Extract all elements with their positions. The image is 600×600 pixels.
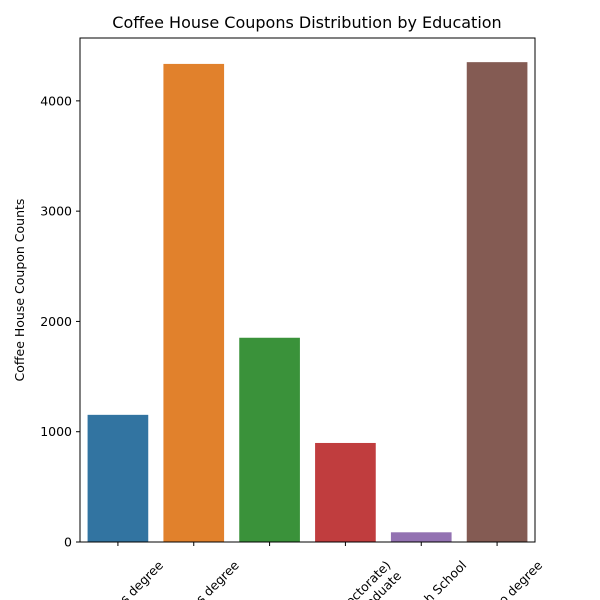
x-tick-label-3: octorate)Graduate [341, 557, 404, 600]
bar-1 [163, 63, 225, 543]
x-tick-label-5: o degree [495, 557, 545, 600]
y-axis-label: Coffee House Coupon Counts [12, 199, 27, 382]
bar-0 [87, 414, 149, 542]
bars-layer [87, 62, 528, 543]
y-tick-label-4: 4000 [40, 93, 72, 108]
y-axis: 0 1000 2000 3000 4000 [40, 93, 80, 550]
plot-frame [79, 37, 536, 543]
x-axis: s degree s degree octorate)Graduate h Schoo… [117, 542, 545, 600]
bar-2 [239, 337, 300, 542]
bar-4 [390, 532, 452, 542]
y-tick-label-1: 1000 [40, 424, 72, 439]
x-tick-label-0: s degree [117, 557, 166, 600]
chart-title: Coffee House Coupons Distribution by Edu… [112, 13, 501, 32]
x-tick-label-4: h School [421, 558, 469, 600]
bar-3 [315, 442, 376, 542]
bar-5 [466, 62, 528, 543]
y-tick-label-3: 3000 [40, 204, 72, 219]
y-tick-label-0: 0 [64, 535, 72, 550]
x-tick-label-1: s degree [193, 557, 242, 600]
y-tick-label-2: 2000 [40, 314, 72, 329]
